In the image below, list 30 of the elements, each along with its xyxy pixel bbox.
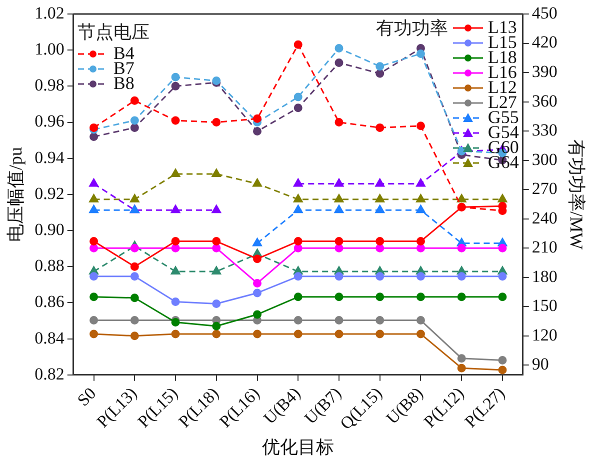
- annotation: 有功功率: [376, 17, 448, 40]
- y2-tick-label: 300: [532, 150, 558, 169]
- y2-tick-label: 210: [532, 238, 558, 257]
- y2-tick-label: 180: [532, 266, 558, 286]
- y2-tick-label: 240: [532, 208, 558, 228]
- y-tick-label: 0.86: [34, 292, 64, 312]
- y-tick-label: 0.94: [34, 148, 65, 167]
- x-axis-title: 优化目标: [262, 436, 334, 457]
- y2-tick-label: 120: [532, 325, 558, 344]
- y2-tick-label: 450: [532, 3, 558, 22]
- y2-tick-label: 270: [532, 179, 558, 198]
- y-tick-label: 0.96: [34, 112, 64, 131]
- y2-tick-label: 150: [532, 296, 558, 316]
- y-tick-label: 0.82: [34, 364, 64, 384]
- y2-tick-label: 330: [532, 120, 558, 140]
- y-axis-title: 电压幅值/pu: [6, 146, 26, 242]
- y2-tick-label: 90: [532, 354, 549, 374]
- y2-tick-label: 420: [532, 32, 558, 52]
- x-tick-label: S0: [74, 384, 100, 410]
- y-tick-label: 0.88: [34, 256, 64, 276]
- y-tick-label: 0.92: [34, 184, 64, 203]
- y-tick-label: 1.00: [34, 40, 64, 59]
- y-tick-label: 0.98: [34, 76, 64, 95]
- legend-title: 节点电压: [77, 21, 150, 44]
- y-tick-label: 0.90: [34, 220, 64, 240]
- y2-tick-label: 360: [532, 91, 558, 110]
- y2-tick-label: 390: [532, 62, 558, 81]
- y-tick-label: 0.84: [34, 328, 65, 348]
- y-tick-label: 1.02: [34, 3, 64, 22]
- y2-axis-title: 有功功率/MW: [566, 139, 586, 250]
